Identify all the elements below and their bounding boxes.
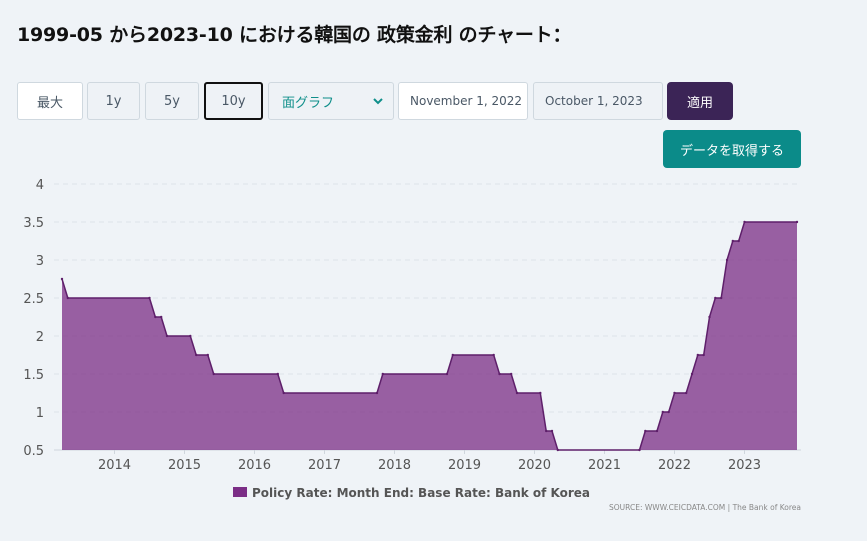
- data-point: [282, 391, 285, 395]
- x-tick-label: 2020: [518, 458, 551, 473]
- data-point: [189, 334, 192, 338]
- data-point: [276, 372, 279, 376]
- x-tick-label: 2019: [448, 458, 481, 473]
- x-tick-label: 2018: [378, 458, 411, 473]
- data-point: [638, 448, 641, 452]
- range-max-button[interactable]: 最大: [17, 82, 83, 120]
- data-point: [492, 353, 495, 357]
- data-point: [545, 429, 548, 433]
- data-point: [690, 372, 694, 376]
- data-point: [667, 410, 670, 414]
- data-point: [375, 391, 379, 395]
- data-point: [451, 353, 454, 357]
- data-point: [212, 372, 215, 376]
- data-point: [696, 353, 699, 357]
- data-point: [714, 296, 717, 300]
- y-tick-label: 4: [36, 178, 44, 193]
- data-point: [655, 429, 659, 433]
- end-date-field[interactable]: October 1, 2023: [533, 82, 663, 120]
- y-tick-label: 0.5: [23, 444, 44, 459]
- data-point: [661, 410, 664, 414]
- source-note: SOURCE: WWW.CEICDATA.COM | The Bank of K…: [609, 503, 801, 512]
- range-10y-button[interactable]: 10y: [204, 82, 263, 120]
- data-point: [154, 315, 157, 319]
- series-area: [62, 222, 797, 450]
- legend-swatch: [233, 487, 247, 497]
- get-data-button[interactable]: データを取得する: [663, 130, 801, 168]
- data-point: [550, 429, 554, 433]
- x-tick-label: 2016: [238, 458, 271, 473]
- data-point: [556, 448, 559, 452]
- data-point: [731, 239, 734, 243]
- chart-legend: Policy Rate: Month End: Base Rate: Bank …: [233, 486, 590, 500]
- chevron-down-icon: [372, 95, 384, 111]
- x-tick-label: 2017: [308, 458, 341, 473]
- range-5y-button[interactable]: 5y: [145, 82, 199, 120]
- chart-type-selected-label: 面グラフ: [282, 95, 335, 111]
- y-tick-label: 3: [36, 254, 44, 269]
- data-point: [148, 296, 151, 300]
- y-tick-label: 2: [36, 330, 44, 345]
- x-tick-label: 2022: [658, 458, 691, 473]
- x-tick-label: 2021: [588, 458, 621, 473]
- data-point: [720, 296, 723, 300]
- data-point: [160, 315, 163, 319]
- data-point: [685, 391, 688, 395]
- data-point: [510, 372, 513, 376]
- legend-label: Policy Rate: Month End: Base Rate: Bank …: [252, 486, 590, 500]
- x-tick-label: 2023: [728, 458, 761, 473]
- data-point: [795, 220, 799, 224]
- data-point: [743, 220, 746, 224]
- x-tick-label: 2014: [98, 458, 131, 473]
- area-chart: 0.5 1 1.5 2 2.5 3 3.5 4 2014 2015 2016 2017 2018 201…: [23, 178, 801, 512]
- data-point: [195, 353, 198, 357]
- data-point: [644, 429, 647, 433]
- range-1y-button[interactable]: 1y: [87, 82, 140, 120]
- data-point: [381, 372, 384, 376]
- data-point: [708, 315, 711, 319]
- y-tick-label: 2.5: [23, 292, 44, 307]
- data-point: [725, 258, 729, 262]
- y-tick-label: 1.5: [23, 368, 44, 383]
- start-date-field[interactable]: November 1, 2022: [398, 82, 528, 120]
- y-tick-label: 3.5: [23, 216, 44, 231]
- data-point: [165, 334, 169, 338]
- x-tick-label: 2015: [168, 458, 201, 473]
- data-point: [498, 372, 501, 376]
- series-line: [61, 221, 797, 451]
- data-point: [702, 353, 705, 357]
- data-point: [206, 353, 209, 357]
- data-point: [515, 391, 519, 395]
- data-point: [60, 277, 64, 281]
- page-title: 1999-05 から2023-10 における韓国の 政策金利 のチャート：: [17, 24, 572, 46]
- data-point: [445, 372, 449, 376]
- y-tick-label: 1: [36, 406, 44, 421]
- data-point: [737, 239, 740, 243]
- apply-button[interactable]: 適用: [667, 82, 733, 120]
- data-point: [66, 296, 70, 300]
- data-point: [673, 391, 676, 395]
- chart-type-select[interactable]: 面グラフ: [268, 82, 394, 120]
- data-point: [539, 391, 542, 395]
